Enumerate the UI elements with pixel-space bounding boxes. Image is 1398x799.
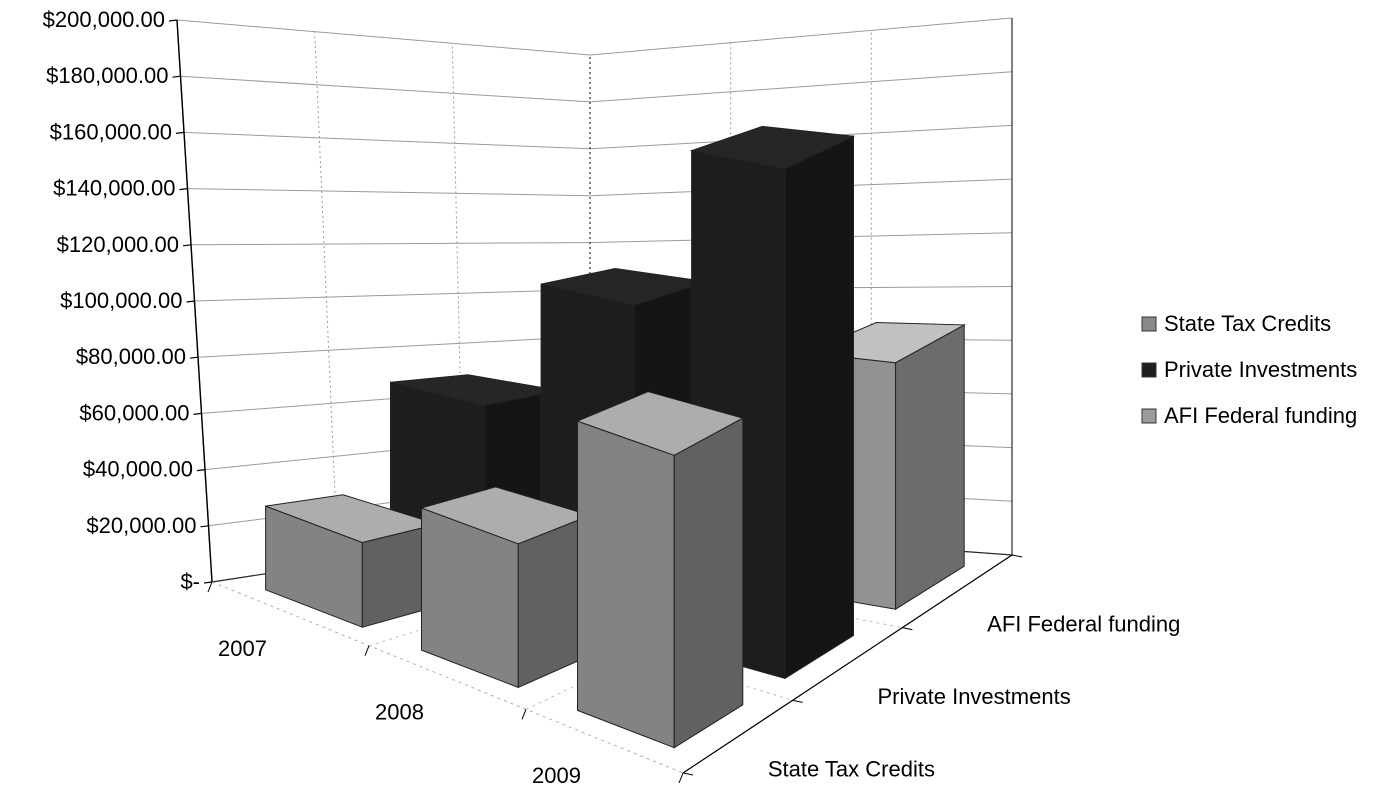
x-tick-label: 2008 xyxy=(375,700,424,725)
y-tick xyxy=(172,75,181,78)
x-tick-label: 2009 xyxy=(532,763,581,788)
y-tick-label: $160,000.00 xyxy=(50,119,172,144)
depth-tick xyxy=(1011,554,1023,558)
bar-face xyxy=(895,324,965,611)
bar-top xyxy=(689,125,856,170)
y-tick xyxy=(168,19,178,22)
y-tick xyxy=(196,469,206,472)
legend-swatch xyxy=(1141,316,1157,332)
gridline xyxy=(314,31,339,563)
x-tick xyxy=(364,645,370,656)
y-tick xyxy=(175,131,185,134)
y-tick-label: $100,000.00 xyxy=(60,288,182,313)
y-tick-label: $80,000.00 xyxy=(76,344,186,369)
depth-axis: State Tax Credits Private Investments AFI … xyxy=(682,554,1180,782)
y-tick-label: $180,000.00 xyxy=(46,63,168,88)
y-tick-label: $140,000.00 xyxy=(53,176,175,201)
bar-face xyxy=(673,417,744,749)
gridline xyxy=(183,131,591,150)
y-axis: $- $20,000.00 $40,000.00 $60,000.00 $80,000.… xyxy=(43,7,213,594)
legend-swatch xyxy=(1141,362,1157,378)
legend: State Tax Credits Private Investments AFI … xyxy=(1141,311,1357,428)
gridline xyxy=(589,71,1013,103)
bar xyxy=(419,486,592,689)
gridline xyxy=(190,242,591,246)
bars xyxy=(265,125,967,749)
y-tick-label: $- xyxy=(180,569,200,594)
y-tick xyxy=(182,244,192,247)
gridline xyxy=(180,75,591,103)
gridline xyxy=(176,19,591,56)
depth-tick xyxy=(682,772,694,776)
bar xyxy=(265,494,440,628)
depth-axis-line xyxy=(682,554,1013,774)
gridline xyxy=(197,335,591,358)
depth-tick-label: Private Investments xyxy=(878,684,1071,709)
depth-tick xyxy=(792,699,803,703)
x-tick xyxy=(207,581,213,593)
x-tick-label: 2007 xyxy=(218,636,267,661)
bar xyxy=(689,125,856,680)
x-axis: 2007 2008 2009 xyxy=(207,581,684,788)
y-tick xyxy=(200,525,209,528)
bar-top xyxy=(576,391,745,456)
y-tick xyxy=(203,581,213,584)
legend-swatch xyxy=(1141,408,1157,424)
y-tick xyxy=(189,356,199,359)
gridline xyxy=(589,17,1013,56)
x-tick xyxy=(521,709,527,720)
gridline xyxy=(451,43,465,544)
bar-face xyxy=(577,420,675,749)
bar-face xyxy=(784,135,854,680)
gridline xyxy=(194,289,591,302)
y-tick xyxy=(193,412,202,415)
y-tick xyxy=(186,300,195,303)
legend-label: State Tax Credits xyxy=(1164,311,1331,336)
y-tick-label: $60,000.00 xyxy=(79,400,189,425)
depth-tick xyxy=(902,627,913,631)
y-tick-label: $40,000.00 xyxy=(83,457,193,482)
x-tick xyxy=(678,772,684,784)
bar xyxy=(576,391,745,749)
y-tick-label: $120,000.00 xyxy=(57,232,179,257)
legend-label: AFI Federal funding xyxy=(1164,403,1357,428)
gridline xyxy=(187,188,591,197)
depth-tick-label: State Tax Credits xyxy=(768,757,935,782)
depth-tick-label: AFI Federal funding xyxy=(987,611,1180,636)
y-tick-label: $20,000.00 xyxy=(86,513,196,538)
y-tick xyxy=(179,188,188,191)
legend-label: Private Investments xyxy=(1164,357,1357,382)
y-tick-label: $200,000.00 xyxy=(43,7,165,32)
